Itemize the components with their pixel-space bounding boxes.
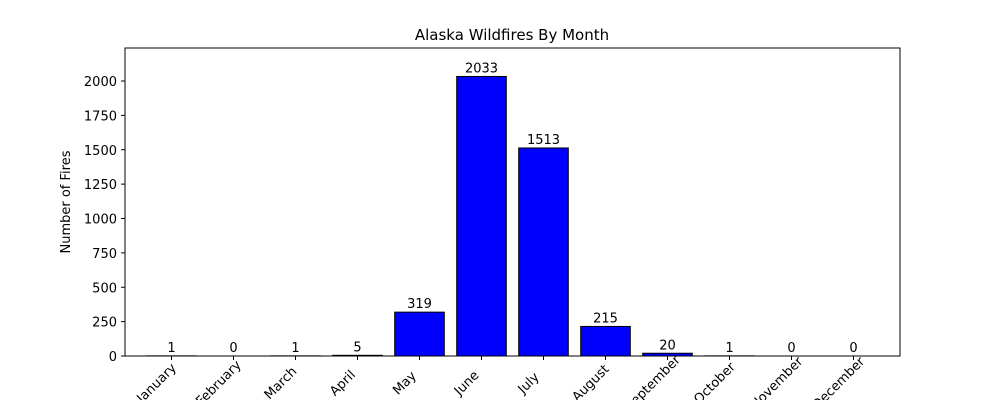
value-label: 0 <box>787 341 795 356</box>
x-tick-label: August <box>570 362 613 400</box>
value-label: 0 <box>849 341 857 356</box>
plot-frame <box>124 47 901 357</box>
value-label: 1 <box>725 341 733 356</box>
x-tick-label: February <box>193 358 245 400</box>
x-tick-label: April <box>327 368 359 400</box>
chart-title: Alaska Wildfires By Month <box>415 26 609 44</box>
value-label: 1513 <box>527 133 560 148</box>
y-axis-label: Number of Fires <box>59 150 74 253</box>
value-label: 5 <box>353 340 361 355</box>
x-tick-label: March <box>262 364 301 400</box>
x-tick-label: July <box>515 370 543 398</box>
y-tick-label: 250 <box>92 316 117 331</box>
y-tick-label: 1500 <box>84 144 117 159</box>
y-tick-label: 1250 <box>84 178 117 193</box>
value-label: 215 <box>593 311 618 326</box>
x-tick-label: September <box>622 352 684 400</box>
x-tick-label: June <box>451 368 482 399</box>
y-tick-label: 750 <box>92 247 117 262</box>
bar <box>518 147 569 357</box>
y-tick-label: 1750 <box>84 109 117 124</box>
y-tick-label: 2000 <box>84 75 117 90</box>
x-tick-label: October <box>691 359 739 400</box>
bar <box>394 311 445 357</box>
value-label: 1 <box>291 341 299 356</box>
value-label: 319 <box>407 297 432 312</box>
bar <box>580 325 631 357</box>
y-tick-label: 1000 <box>84 213 117 228</box>
bar <box>456 75 507 357</box>
value-label: 20 <box>659 338 676 353</box>
x-tick-label: December <box>810 354 869 400</box>
value-label: 2033 <box>465 61 498 76</box>
y-tick-label: 500 <box>92 281 117 296</box>
x-tick-label: November <box>748 354 807 400</box>
value-label: 0 <box>229 341 237 356</box>
x-tick-label: January <box>134 361 180 400</box>
x-tick-label: May <box>390 369 420 399</box>
y-tick-label: 0 <box>109 350 117 365</box>
value-label: 1 <box>167 341 175 356</box>
